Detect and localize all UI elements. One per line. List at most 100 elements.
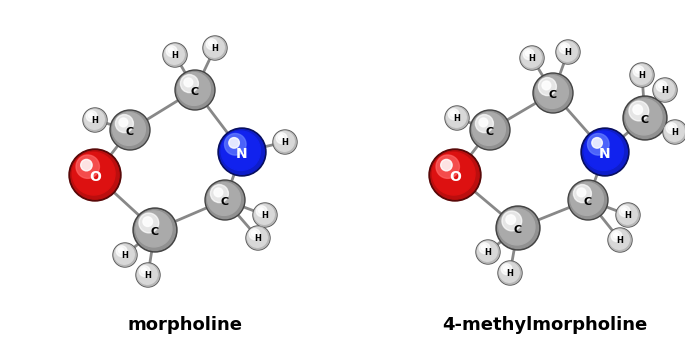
Circle shape bbox=[139, 266, 150, 277]
Circle shape bbox=[592, 138, 602, 148]
Text: C: C bbox=[486, 127, 494, 137]
Text: H: H bbox=[616, 236, 623, 246]
Circle shape bbox=[134, 209, 175, 250]
Circle shape bbox=[475, 115, 493, 133]
Text: H: H bbox=[484, 249, 491, 257]
Text: O: O bbox=[449, 170, 461, 184]
Circle shape bbox=[498, 261, 522, 285]
Circle shape bbox=[278, 135, 284, 140]
Circle shape bbox=[114, 244, 134, 264]
Circle shape bbox=[499, 209, 535, 245]
Circle shape bbox=[113, 243, 137, 267]
Circle shape bbox=[446, 107, 468, 129]
Circle shape bbox=[623, 96, 667, 140]
Text: N: N bbox=[236, 147, 248, 161]
Circle shape bbox=[246, 226, 270, 250]
Text: H: H bbox=[638, 72, 645, 80]
Circle shape bbox=[275, 132, 295, 151]
Circle shape bbox=[636, 68, 640, 73]
Circle shape bbox=[663, 120, 685, 144]
Circle shape bbox=[499, 263, 519, 282]
Circle shape bbox=[112, 113, 145, 145]
Text: C: C bbox=[221, 197, 229, 207]
Circle shape bbox=[482, 245, 486, 250]
Circle shape bbox=[479, 243, 490, 254]
Text: C: C bbox=[191, 87, 199, 97]
Circle shape bbox=[110, 110, 150, 150]
Circle shape bbox=[184, 78, 192, 87]
Circle shape bbox=[112, 112, 149, 149]
Text: H: H bbox=[212, 44, 219, 54]
Circle shape bbox=[251, 231, 257, 236]
Circle shape bbox=[573, 184, 591, 203]
Circle shape bbox=[84, 109, 106, 131]
Circle shape bbox=[164, 45, 184, 64]
Text: H: H bbox=[145, 271, 151, 280]
Circle shape bbox=[138, 265, 158, 284]
Circle shape bbox=[568, 180, 608, 220]
Circle shape bbox=[533, 73, 573, 113]
Circle shape bbox=[633, 66, 644, 77]
Text: H: H bbox=[282, 138, 288, 147]
Circle shape bbox=[655, 79, 674, 99]
Circle shape bbox=[177, 73, 210, 105]
Circle shape bbox=[205, 38, 224, 57]
Circle shape bbox=[626, 99, 662, 135]
Circle shape bbox=[256, 206, 267, 217]
Circle shape bbox=[133, 208, 177, 252]
Circle shape bbox=[116, 246, 127, 256]
Circle shape bbox=[136, 263, 160, 287]
Circle shape bbox=[534, 74, 571, 112]
Circle shape bbox=[86, 111, 97, 121]
Circle shape bbox=[471, 112, 508, 149]
Text: C: C bbox=[549, 90, 557, 100]
Circle shape bbox=[247, 227, 267, 247]
Text: O: O bbox=[89, 170, 101, 184]
Circle shape bbox=[611, 231, 622, 241]
Text: H: H bbox=[92, 117, 99, 125]
Circle shape bbox=[656, 81, 667, 92]
Text: H: H bbox=[507, 269, 514, 279]
Circle shape bbox=[206, 181, 244, 219]
Circle shape bbox=[73, 152, 115, 195]
Circle shape bbox=[137, 264, 159, 286]
Circle shape bbox=[577, 188, 586, 197]
Circle shape bbox=[180, 75, 199, 93]
Circle shape bbox=[658, 83, 664, 88]
Text: H: H bbox=[564, 48, 571, 58]
Circle shape bbox=[451, 111, 456, 116]
Circle shape bbox=[470, 110, 510, 150]
Circle shape bbox=[164, 44, 186, 66]
Circle shape bbox=[249, 229, 260, 240]
Text: 4-methylmorpholine: 4-methylmorpholine bbox=[443, 316, 647, 334]
Circle shape bbox=[633, 105, 643, 115]
Circle shape bbox=[76, 155, 99, 178]
Circle shape bbox=[84, 109, 104, 129]
Circle shape bbox=[562, 45, 566, 50]
Text: C: C bbox=[126, 127, 134, 137]
Circle shape bbox=[169, 48, 174, 53]
Circle shape bbox=[618, 205, 637, 224]
Circle shape bbox=[536, 76, 569, 108]
Circle shape bbox=[163, 43, 187, 67]
Circle shape bbox=[477, 241, 499, 263]
Circle shape bbox=[431, 151, 480, 199]
Circle shape bbox=[429, 149, 481, 201]
Text: H: H bbox=[671, 129, 678, 137]
Circle shape bbox=[221, 131, 260, 170]
Circle shape bbox=[177, 71, 214, 108]
Circle shape bbox=[625, 98, 665, 138]
Circle shape bbox=[218, 128, 266, 176]
Circle shape bbox=[69, 149, 121, 201]
Circle shape bbox=[654, 79, 676, 101]
Circle shape bbox=[610, 229, 630, 249]
Circle shape bbox=[569, 181, 607, 219]
Circle shape bbox=[208, 41, 214, 46]
Circle shape bbox=[81, 159, 92, 171]
Circle shape bbox=[497, 208, 538, 249]
Circle shape bbox=[501, 264, 512, 275]
Circle shape bbox=[667, 123, 677, 134]
Text: H: H bbox=[255, 235, 262, 243]
Text: H: H bbox=[171, 51, 178, 60]
Circle shape bbox=[631, 64, 653, 86]
